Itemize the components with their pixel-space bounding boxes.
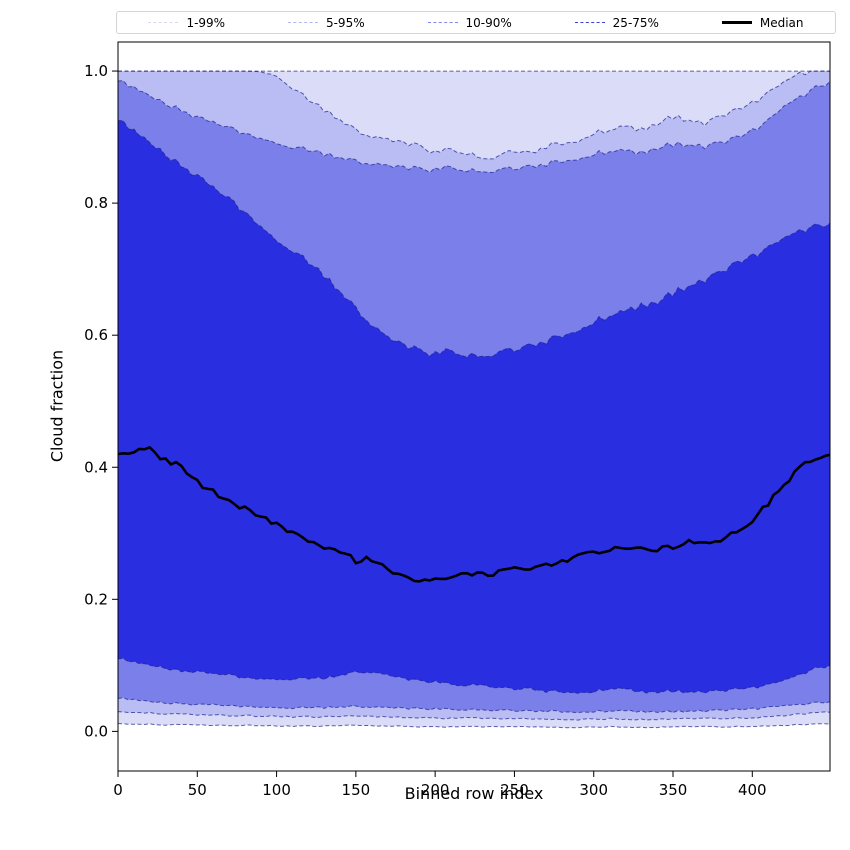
legend-line-swatch (427, 22, 458, 23)
percentile-line-p95 (118, 70, 830, 160)
median-line (117, 445, 831, 583)
x-tick-label: 400 (738, 781, 767, 799)
plot-border (117, 41, 831, 772)
y-tick-label: 0.6 (84, 326, 108, 344)
percentile-line-p1 (117, 723, 831, 729)
legend-label: 5-95% (325, 15, 365, 30)
x-tick-label: 250 (500, 781, 529, 799)
y-tick-label: 1.0 (84, 62, 108, 80)
percentile-line-p75 (117, 120, 831, 358)
legend-line-swatch (148, 22, 179, 23)
y-tick-label: 0.2 (84, 590, 108, 608)
x-tick-label: 300 (579, 781, 608, 799)
x-tick-label: 100 (262, 781, 291, 799)
legend-item-25-75-: 25-75% (574, 15, 659, 30)
x-tick-label: 150 (342, 781, 371, 799)
x-tick-label: 50 (188, 781, 207, 799)
x-tick-label: 0 (113, 781, 123, 799)
percentile-edge-lines (117, 70, 831, 729)
legend-item-median: Median (721, 15, 804, 30)
median-line-group (117, 445, 831, 583)
x-axis-label: Binned row index (404, 784, 544, 803)
y-tick-label: 0.0 (84, 722, 108, 740)
legend-label: 10-90% (465, 15, 512, 30)
legend-line-swatch (721, 21, 752, 24)
legend-label: 1-99% (186, 15, 226, 30)
y-axis-label: Cloud fraction (47, 349, 67, 463)
percentile-line-p25 (117, 657, 831, 694)
legend-line-swatch (574, 22, 605, 23)
percentile-line-p90 (117, 80, 831, 174)
legend-item-1-99-: 1-99% (148, 17, 225, 29)
percentile-line-p10 (117, 697, 831, 714)
legend-label: 25-75% (612, 15, 659, 30)
legend: 1-99% 5-95% 10-90% 25-75% Median (116, 11, 836, 34)
axes: 0 50 100 150 200 250 300 350 400 0.0 0.2 0.4 0.6 0.8 1… (84, 41, 831, 799)
legend-line-swatch (287, 22, 318, 23)
x-tick-label: 350 (659, 781, 688, 799)
x-tick-label: 200 (421, 781, 450, 799)
y-tick-label: 0.4 (84, 458, 108, 476)
legend-item-5-95-: 5-95% (287, 15, 365, 30)
y-tick-label: 0.8 (84, 194, 108, 212)
legend-label: Median (759, 15, 804, 30)
legend-item-10-90-: 10-90% (427, 15, 512, 30)
percentile-line-p5 (117, 711, 831, 721)
